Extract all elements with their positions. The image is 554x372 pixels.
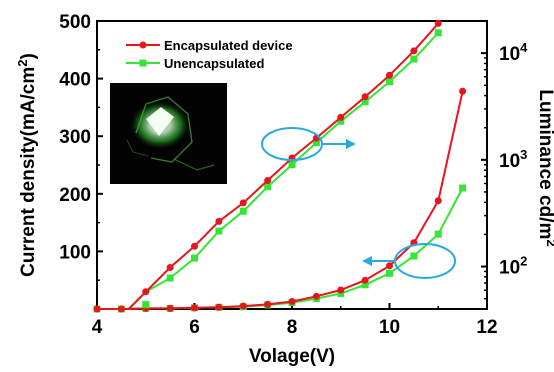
current-density-unencapsulated-point — [410, 253, 417, 260]
current-density-encapsulated-point — [313, 293, 320, 300]
x-tick-label: 8 — [287, 317, 298, 338]
luminance-encapsulated-point — [264, 177, 271, 184]
y-right-tick-label: 103 — [499, 147, 527, 172]
current-density-encapsulated-point — [94, 306, 101, 313]
luminance-unencapsulated-point — [215, 228, 222, 235]
luminance-encapsulated-point — [386, 72, 393, 79]
inset-photo — [110, 83, 227, 184]
current-density-encapsulated-point — [289, 298, 296, 305]
y-left-axis-title: Current density(mA/cm2) — [15, 53, 39, 277]
y-left-tick-label: 300 — [59, 127, 91, 148]
luminance-unencapsulated-point — [240, 208, 247, 215]
legend: Encapsulated device Unencapsulated — [126, 38, 293, 71]
current-density-encapsulated-point — [167, 305, 174, 312]
luminance-unencapsulated-point — [191, 255, 198, 262]
luminance-encapsulated-point — [435, 20, 442, 27]
y-right-tick-label: 102 — [499, 254, 527, 279]
y-left-tick-label: 200 — [59, 185, 91, 206]
luminance-unencapsulated-point — [142, 301, 149, 308]
current-density-unencapsulated-point — [459, 185, 466, 192]
current-density-encapsulated-point — [435, 197, 442, 204]
legend-item-unencapsulated: Unencapsulated — [126, 56, 264, 71]
x-tick-label: 6 — [189, 317, 200, 338]
legend-item-encapsulated: Encapsulated device — [126, 38, 293, 53]
current-density-encapsulated-point — [215, 304, 222, 311]
current-density-encapsulated-point — [337, 286, 344, 293]
current-density-encapsulated-point — [362, 277, 369, 284]
luminance-encapsulated-point — [362, 93, 369, 100]
x-tick-label: 4 — [92, 317, 103, 338]
luminance-encapsulated-point — [240, 199, 247, 206]
luminance-encapsulated-point — [142, 288, 149, 295]
x-axis-title: Volage(V) — [249, 346, 335, 367]
y-left-tick-label: 100 — [59, 242, 91, 263]
x-tick-label: 10 — [379, 317, 400, 338]
luminance-unencapsulated-point — [289, 161, 296, 168]
luminance-unencapsulated-point — [386, 78, 393, 85]
x-tick-label: 12 — [476, 317, 497, 338]
current-density-unencapsulated-point — [435, 231, 442, 238]
y-left-tick-label: 500 — [59, 12, 91, 33]
current-density-encapsulated-point — [459, 88, 466, 95]
current-density-annotation-ellipse — [395, 244, 455, 278]
y-left-tick-label: 400 — [59, 70, 91, 91]
legend-marker-unencapsulated — [140, 60, 147, 67]
current-density-encapsulated-point — [264, 301, 271, 308]
legend-label-encapsulated: Encapsulated device — [164, 38, 293, 53]
luminance-unencapsulated-point — [167, 275, 174, 282]
y-right-axis-title: Luminance cd/m2 — [535, 89, 554, 246]
luminance-arrow-head — [346, 139, 356, 149]
legend-marker-encapsulated — [140, 42, 147, 49]
luminance-encapsulated-point — [337, 114, 344, 121]
luminance-unencapsulated-point — [410, 56, 417, 63]
current-density-encapsulated-point — [191, 304, 198, 311]
current-density-unencapsulated-point — [386, 270, 393, 277]
y-right-tick-label: 104 — [499, 40, 528, 65]
luminance-unencapsulated-point — [264, 183, 271, 190]
current-density-encapsulated-point — [386, 262, 393, 269]
legend-label-unencapsulated: Unencapsulated — [164, 56, 264, 71]
luminance-encapsulated-point — [167, 264, 174, 271]
luminance-encapsulated-point — [215, 218, 222, 225]
luminance-encapsulated-point — [191, 243, 198, 250]
luminance-encapsulated-point — [410, 47, 417, 54]
current-density-encapsulated-point — [240, 303, 247, 310]
current-density-arrow-head — [362, 256, 372, 266]
luminance-unencapsulated-point — [435, 29, 442, 36]
